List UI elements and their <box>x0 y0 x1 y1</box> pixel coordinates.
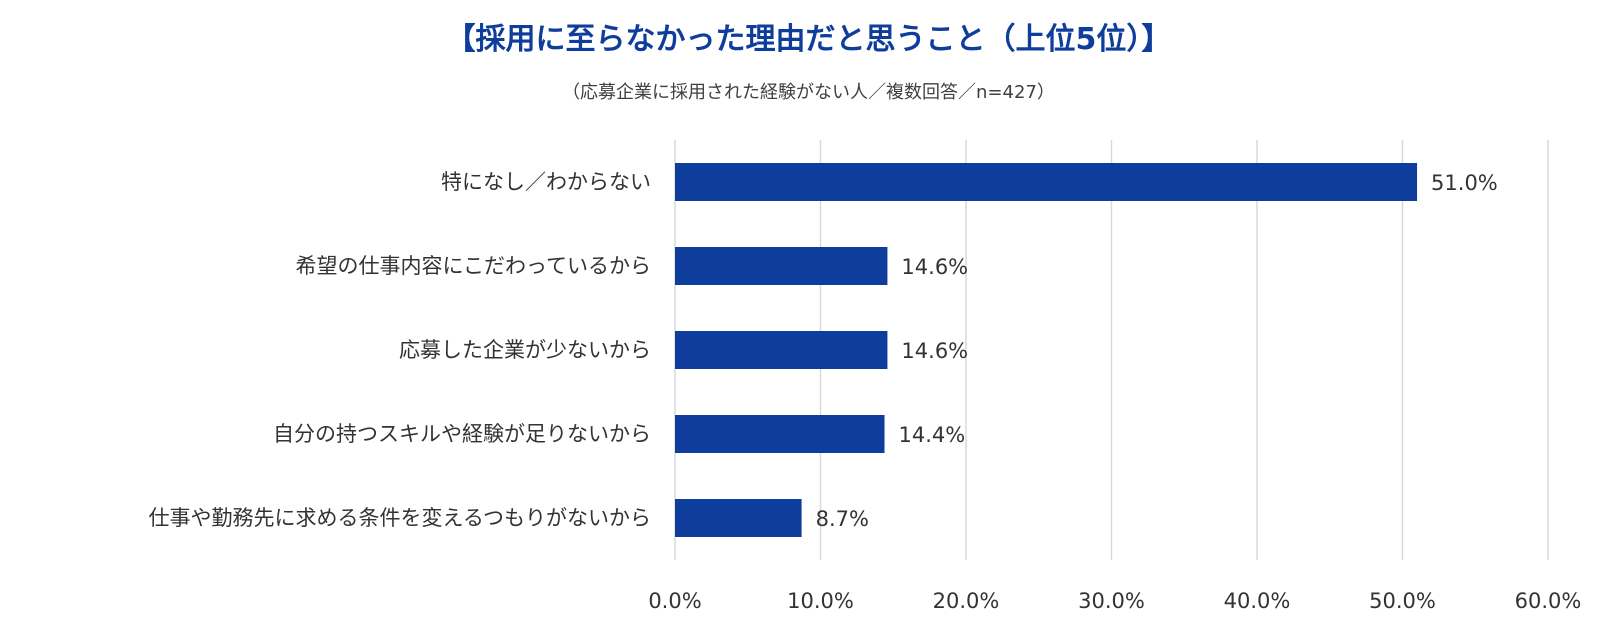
x-tick-label-4: 40.0% <box>1224 589 1291 613</box>
bar-2 <box>675 331 888 369</box>
bar-1 <box>675 247 888 285</box>
x-tick-label-6: 60.0% <box>1515 589 1582 613</box>
value-label-4: 8.7% <box>816 507 869 531</box>
value-label-0: 51.0% <box>1431 171 1498 195</box>
value-label-3: 14.4% <box>899 423 966 447</box>
bar-0 <box>675 163 1418 201</box>
x-tick-label-3: 30.0% <box>1078 589 1145 613</box>
value-label-1: 14.6% <box>901 255 968 279</box>
bar-3 <box>675 415 885 453</box>
category-label-2: 応募した企業が少ないから <box>399 338 651 362</box>
chart-subtitle: （応募企業に採用された経験がない人／複数回答／n=427） <box>562 82 1055 103</box>
x-tick-label-0: 0.0% <box>648 589 701 613</box>
category-label-3: 自分の持つスキルや経験が足りないから <box>273 422 651 446</box>
x-tick-label-5: 50.0% <box>1369 589 1436 613</box>
x-tick-label-2: 20.0% <box>933 589 1000 613</box>
bar-4 <box>675 499 802 537</box>
category-label-0: 特になし／わからない <box>441 170 651 194</box>
category-label-4: 仕事や勤務先に求める条件を変えるつもりがないから <box>148 506 651 530</box>
x-tick-label-1: 10.0% <box>787 589 854 613</box>
category-label-1: 希望の仕事内容にこだわっているから <box>295 254 651 278</box>
value-label-2: 14.6% <box>901 339 968 363</box>
chart-title: 【採用に至らなかった理由だと思うこと（上位5位）】 <box>445 22 1172 57</box>
